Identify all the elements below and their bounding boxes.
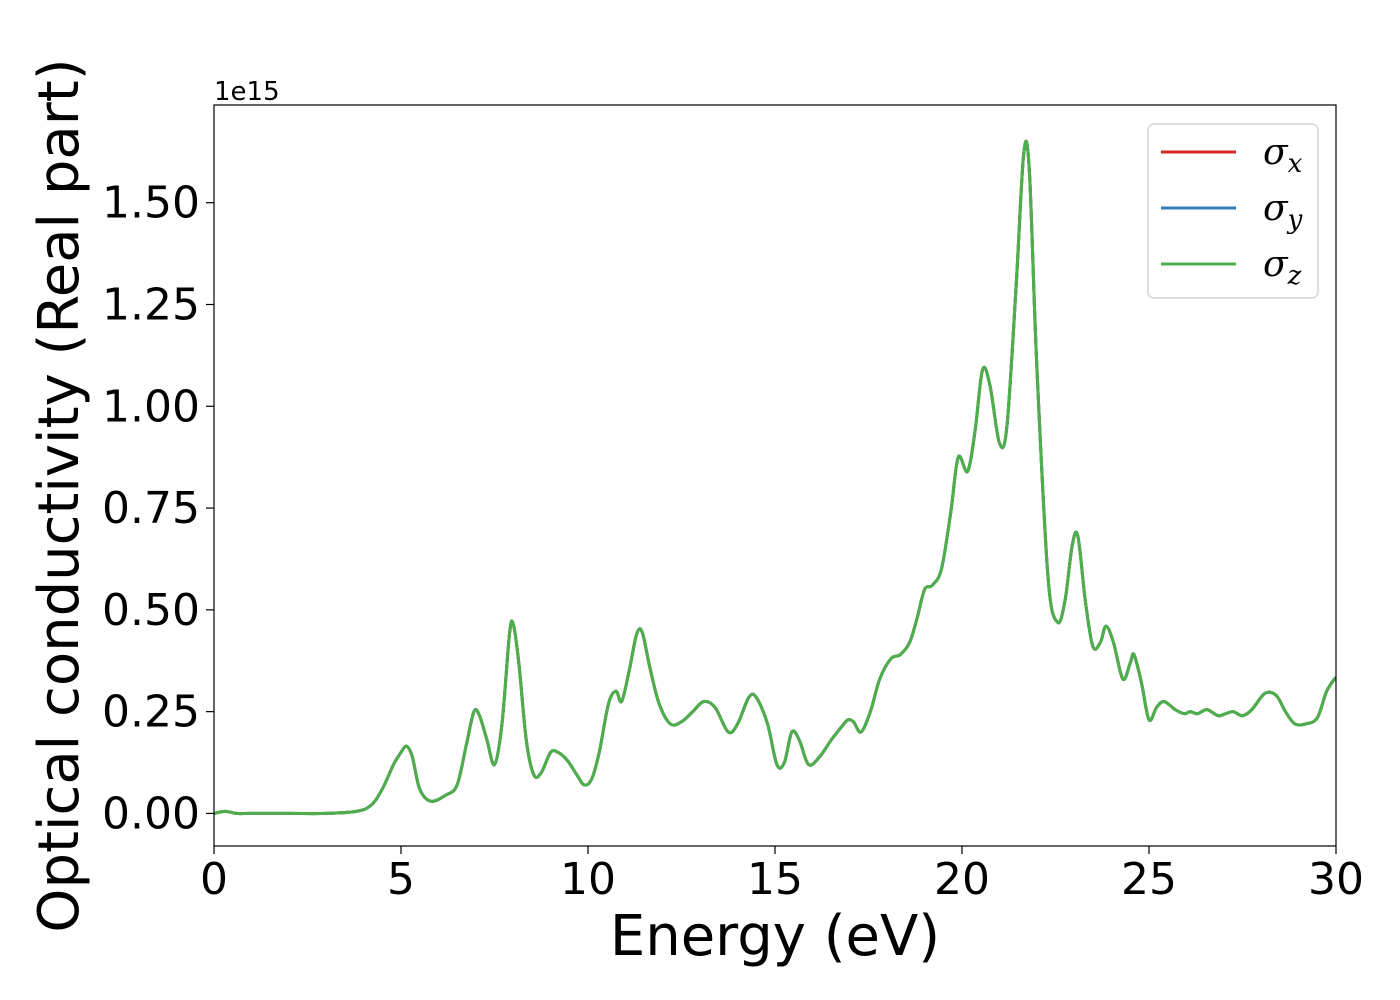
x-tick-label: 0	[200, 854, 228, 905]
x-tick-label: 5	[387, 854, 415, 905]
x-axis-ticks: 0 5 10 15 20 25 30	[200, 846, 1364, 905]
x-tick-label: 25	[1121, 854, 1177, 905]
y-tick-label: 0.50	[102, 585, 200, 636]
y-tick-label: 1.00	[102, 381, 200, 432]
plot-area	[214, 139, 1336, 816]
y-tick-label: 1.25	[102, 280, 200, 331]
y-axis-label: Optical conductivity (Real part)	[27, 58, 92, 932]
legend-label-x: σx	[1263, 132, 1303, 179]
y-offset-text: 1e15	[214, 77, 280, 107]
y-tick-label: 0.25	[102, 687, 200, 738]
x-tick-label: 30	[1308, 854, 1364, 905]
y-tick-label: 1.50	[102, 178, 200, 229]
x-tick-label: 15	[747, 854, 803, 905]
legend-box	[1147, 123, 1319, 299]
x-tick-label: 10	[560, 854, 616, 905]
x-axis-label: Energy (eV)	[610, 904, 940, 969]
y-tick-label: 0.00	[102, 788, 200, 839]
x-tick-label: 20	[934, 854, 990, 905]
legend: σx σy σz	[1147, 123, 1319, 299]
y-axis-ticks: 0.00 0.25 0.50 0.75 1.00 1.25 1.50	[102, 178, 214, 839]
axes-frame	[213, 104, 1337, 847]
legend-label-z: σz	[1263, 244, 1302, 291]
series-line-z	[214, 139, 1336, 816]
y-tick-label: 0.75	[102, 483, 200, 534]
legend-label-y: σy	[1263, 188, 1303, 235]
